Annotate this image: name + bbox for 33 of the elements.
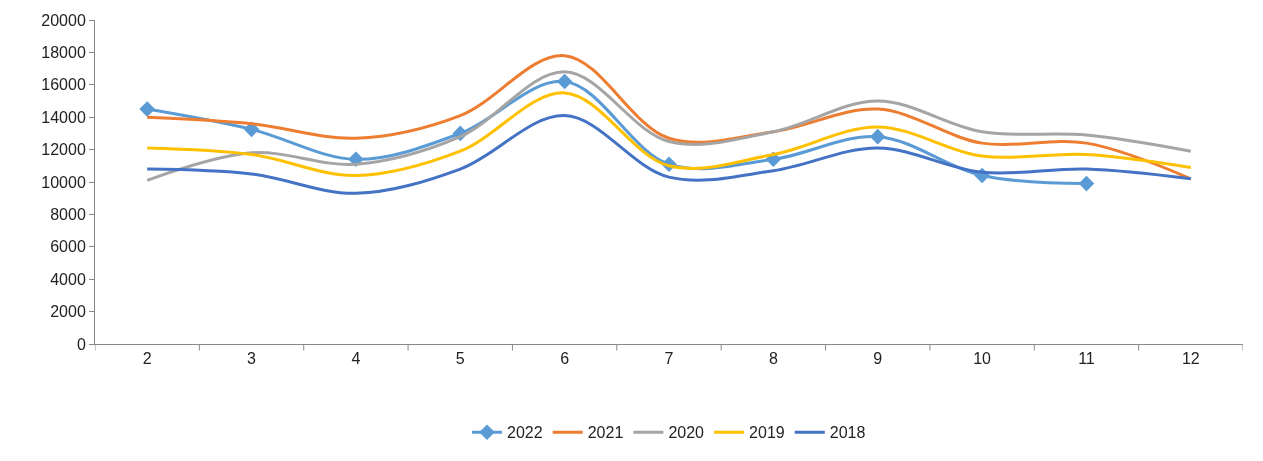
y-tick-label: 14000	[41, 108, 86, 126]
y-tick-label: 8000	[50, 206, 86, 223]
x-tick-label: 6	[560, 350, 570, 368]
x-tick-label: 7	[664, 350, 674, 368]
legend-label: 2018	[829, 424, 866, 442]
x-tick-label: 8	[768, 350, 778, 368]
x-tick-label: 11	[1078, 350, 1095, 368]
point	[1078, 175, 1095, 192]
x-tick-label: 3	[247, 350, 257, 368]
point	[556, 73, 573, 90]
y-tick-label: 20000	[41, 11, 86, 29]
y-tick-label: 2000	[50, 303, 86, 321]
x-tick-label: 2	[142, 350, 152, 368]
x-tick-label: 9	[873, 350, 883, 368]
y-tick-label: 6000	[50, 238, 86, 256]
legend-label: 2022	[507, 424, 543, 442]
point	[869, 128, 886, 145]
x-tick-label: 12	[1181, 350, 1200, 368]
x-tick-label: 4	[351, 350, 361, 368]
x-tick-label: 10	[973, 350, 992, 368]
y-tick-label: 18000	[41, 44, 86, 61]
legend-label: 2019	[749, 424, 785, 442]
legend-label: 2021	[587, 424, 624, 442]
line-series	[145, 114, 1193, 195]
y-tick-label: 4000	[50, 270, 86, 288]
y-tick-label: 12000	[41, 141, 86, 159]
point	[139, 101, 155, 117]
legend-label: 2020	[668, 424, 705, 442]
x-tick-label: 5	[455, 350, 465, 368]
y-tick-label: 16000	[41, 76, 86, 94]
line-series	[145, 91, 1193, 178]
y-tick-label: 10000	[41, 173, 86, 191]
y-tick-label: 0	[76, 335, 86, 353]
